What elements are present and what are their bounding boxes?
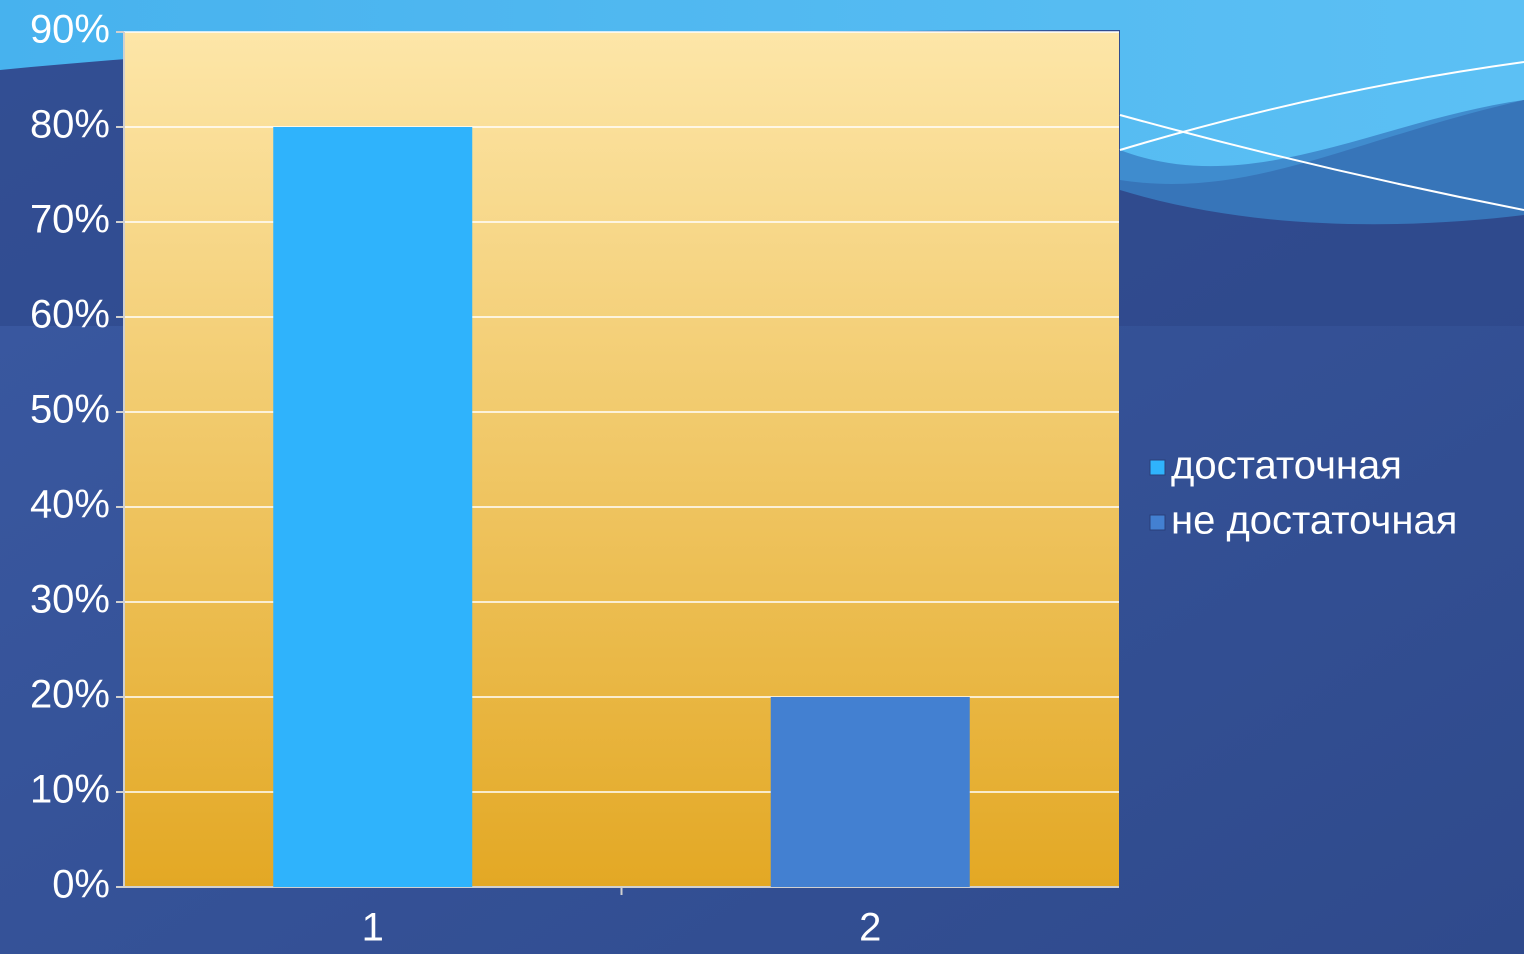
x-tick-label: 2 <box>859 906 881 950</box>
legend-swatch <box>1149 459 1166 476</box>
y-tick-label: 10% <box>30 768 110 812</box>
y-tick-label: 70% <box>30 198 110 242</box>
bars <box>273 127 970 887</box>
labels: 0% 10% 20% 30% 40% 50% 60% 70% 80% 90% 1 2 достаточн… <box>30 8 1457 950</box>
y-tick-label: 60% <box>30 293 110 337</box>
y-tick-label: 30% <box>30 578 110 622</box>
x-tick-label: 1 <box>362 906 384 950</box>
bar <box>770 697 970 887</box>
legend-label: не достаточная <box>1171 499 1457 543</box>
wave <box>1120 100 1524 225</box>
y-tick-label: 50% <box>30 388 110 432</box>
wave-line <box>1119 61 1524 211</box>
legend-swatch <box>1149 514 1166 531</box>
bar <box>273 127 473 887</box>
y-tick-label: 20% <box>30 673 110 717</box>
legend-label: достаточная <box>1171 444 1402 488</box>
y-tick-label: 90% <box>30 8 110 52</box>
y-tick-label: 0% <box>52 863 110 907</box>
wave <box>0 0 1524 184</box>
y-tick-label: 80% <box>30 103 110 147</box>
y-tick-label: 40% <box>30 483 110 527</box>
